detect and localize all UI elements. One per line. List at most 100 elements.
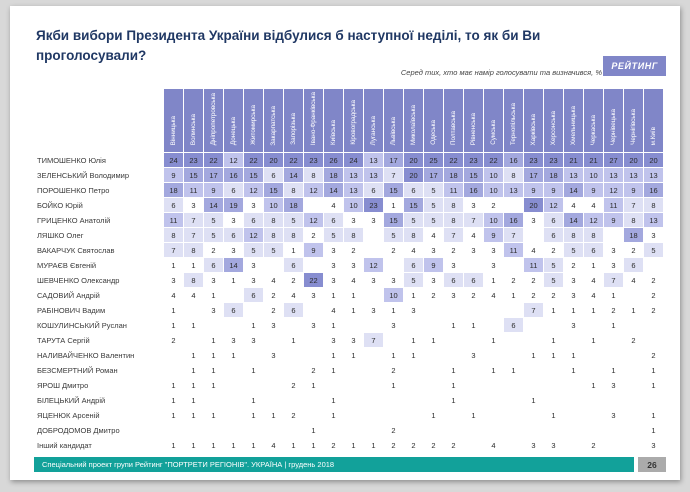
value-cell bbox=[584, 363, 603, 377]
value-cell: 3 bbox=[571, 320, 576, 330]
table-row: МУРАЄВ Євгеній 1 1 6 14 3 6 3 3 12 6 9 3 3 11 5 2 1 3 6 bbox=[35, 258, 663, 273]
value-cell bbox=[624, 438, 643, 452]
column-header-region: Житомирська bbox=[244, 89, 263, 153]
region-label: Донецька bbox=[230, 117, 237, 146]
value-cell: 1 bbox=[391, 380, 396, 390]
value-cell: 14 bbox=[564, 213, 583, 228]
table-row: РАБІНОВИЧ Вадим 1 3 6 2 6 4 1 3 1 3 7 1 1 1 2 1 2 bbox=[35, 303, 663, 318]
value-cell: 1 bbox=[551, 410, 556, 420]
value-cell bbox=[424, 303, 443, 317]
value-cell bbox=[604, 228, 623, 242]
value-cell: 13 bbox=[364, 168, 383, 183]
region-label: Чернігівська bbox=[630, 109, 637, 146]
value-cell: 2 bbox=[391, 440, 396, 450]
value-cell: 1 bbox=[331, 350, 336, 360]
value-cell bbox=[404, 408, 423, 422]
column-header-region: Запорізька bbox=[284, 89, 303, 153]
value-cell: 1 bbox=[311, 425, 316, 435]
value-cell: 2 bbox=[531, 290, 536, 300]
value-cell bbox=[504, 198, 523, 212]
region-label: Полтавська bbox=[450, 111, 457, 146]
region-label: Київська bbox=[330, 120, 337, 146]
value-cell: 11 bbox=[444, 183, 463, 198]
value-cell: 2 bbox=[531, 275, 536, 285]
value-cell: 2 bbox=[291, 380, 296, 390]
value-cell: 3 bbox=[211, 305, 216, 315]
value-cell: 14 bbox=[284, 168, 303, 183]
value-cell: 1 bbox=[171, 440, 176, 450]
value-cell bbox=[224, 318, 243, 332]
value-cell: 3 bbox=[251, 260, 256, 270]
value-cell bbox=[624, 393, 643, 407]
value-cell: 3 bbox=[231, 245, 236, 255]
value-cell bbox=[404, 363, 423, 377]
region-label: Вінницька bbox=[170, 115, 177, 146]
column-header-region: Миколаївська bbox=[404, 89, 423, 153]
value-cell bbox=[504, 258, 523, 272]
value-cell bbox=[264, 378, 283, 392]
value-cell: 16 bbox=[504, 153, 523, 168]
value-cell: 6 bbox=[244, 213, 263, 228]
value-cell: 4 bbox=[571, 200, 576, 210]
value-cell: 22 bbox=[284, 153, 303, 168]
value-cell: 6 bbox=[224, 183, 243, 198]
value-cell: 7 bbox=[604, 273, 623, 288]
value-cell: 9 bbox=[604, 213, 623, 228]
value-cell bbox=[584, 423, 603, 437]
value-cell: 5 bbox=[544, 273, 563, 288]
value-cell bbox=[544, 393, 563, 407]
value-cell: 10 bbox=[584, 168, 603, 183]
value-cell: 2 bbox=[431, 290, 436, 300]
table-row: ВАКАРЧУК Святослав 7 8 2 3 5 5 1 9 3 2 2 4 3 2 3 3 11 4 2 5 6… bbox=[35, 243, 663, 258]
value-cell: 1 bbox=[571, 305, 576, 315]
column-header-region: Дніпропетровська bbox=[204, 89, 223, 153]
results-table-wrap: Вінницька Волинська Дніпропетровська Донець… bbox=[34, 88, 664, 453]
value-cell: 4 bbox=[531, 245, 536, 255]
value-cell: 6 bbox=[544, 228, 563, 243]
value-cell bbox=[504, 378, 523, 392]
value-cell: 2 bbox=[171, 335, 176, 345]
value-cell bbox=[424, 318, 443, 332]
value-cell: 1 bbox=[391, 200, 396, 210]
value-cell: 5 bbox=[384, 228, 403, 243]
region-label: Дніпропетровська bbox=[210, 92, 217, 146]
value-cell: 6 bbox=[364, 183, 383, 198]
value-cell bbox=[424, 348, 443, 362]
value-cell: 3 bbox=[351, 215, 356, 225]
value-cell: 3 bbox=[331, 260, 336, 270]
value-cell: 2 bbox=[491, 200, 496, 210]
value-cell: 1 bbox=[291, 440, 296, 450]
value-cell bbox=[564, 393, 583, 407]
value-cell: 1 bbox=[251, 410, 256, 420]
value-cell bbox=[364, 423, 383, 437]
value-cell: 9 bbox=[484, 228, 503, 243]
value-cell: 12 bbox=[604, 183, 623, 198]
value-cell: 3 bbox=[611, 380, 616, 390]
value-cell: 2 bbox=[631, 245, 636, 255]
value-cell: 3 bbox=[611, 260, 616, 270]
value-cell bbox=[364, 288, 383, 302]
candidate-name: ТАРУТА Сергій bbox=[37, 335, 90, 345]
value-cell: 23 bbox=[544, 153, 563, 168]
table-row: ПОРОШЕНКО Петро 18 11 9 6 12 15 8 12 14 13 6 15 6 5 11 1… bbox=[35, 183, 663, 198]
value-cell: 1 bbox=[611, 290, 616, 300]
candidate-name: ШЕВЧЕНКО Олександр bbox=[37, 275, 120, 285]
column-header-region: Луганська bbox=[364, 89, 383, 153]
column-header-region: Чернівецька bbox=[604, 89, 623, 153]
value-cell: 6 bbox=[464, 273, 483, 288]
table-row: ШЕВЧЕНКО Олександр 3 8 3 1 3 4 2 22 3 4 3 3 5 3 6 6 1 2 2 5 3… bbox=[35, 273, 663, 288]
value-cell bbox=[624, 288, 643, 302]
value-cell: 1 bbox=[231, 350, 236, 360]
value-cell: 6 bbox=[584, 243, 603, 258]
value-cell bbox=[524, 378, 543, 392]
value-cell: 5 bbox=[404, 213, 423, 228]
value-cell bbox=[584, 393, 603, 407]
value-cell: 3 bbox=[571, 290, 576, 300]
value-cell bbox=[384, 258, 403, 272]
value-cell bbox=[184, 423, 203, 437]
value-cell bbox=[444, 408, 463, 422]
region-header-row: Вінницька Волинська Дніпропетровська Донець… bbox=[35, 89, 663, 153]
value-cell: 5 bbox=[404, 273, 423, 288]
value-cell: 2 bbox=[431, 440, 436, 450]
candidate-name: ЯЦЕНЮК Арсеній bbox=[37, 410, 100, 420]
